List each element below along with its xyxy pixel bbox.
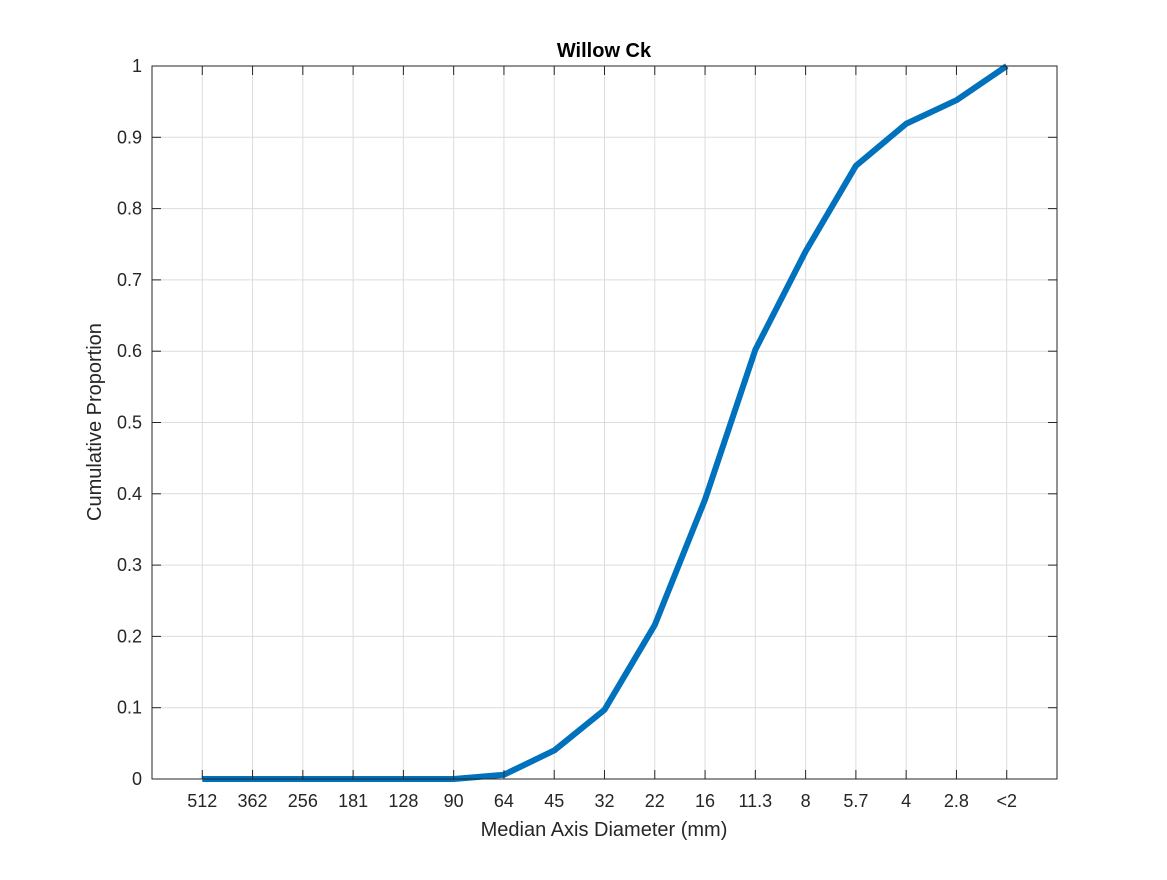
grid-layer (152, 65, 1057, 780)
y-tick-label: 0.4 (117, 484, 142, 504)
x-tick-label: 512 (187, 791, 217, 811)
x-tick-label: 256 (288, 791, 318, 811)
y-tick-label: 0.3 (117, 555, 142, 575)
x-tick-label: 362 (238, 791, 268, 811)
x-tick-label: <2 (996, 791, 1017, 811)
y-tick-label: 0.6 (117, 341, 142, 361)
y-axis-label: Cumulative Proportion (84, 323, 106, 521)
y-tick-label: 0.2 (117, 626, 142, 646)
x-tick-label: 11.3 (738, 791, 772, 811)
y-tick-label: 1 (132, 56, 142, 76)
x-tick-label: 16 (695, 791, 715, 811)
x-tick-label: 2.8 (944, 791, 969, 811)
y-tick-label: 0 (132, 769, 142, 789)
x-tick-label: 45 (544, 791, 564, 811)
y-tick-label: 0.9 (117, 127, 142, 147)
x-tick-label: 5.7 (843, 791, 868, 811)
y-tick-label: 0.5 (117, 413, 142, 433)
tick-layer (152, 65, 1057, 780)
y-tick-label: 0.1 (117, 698, 142, 718)
x-axis-label: Median Axis Diameter (mm) (481, 819, 728, 841)
x-tick-label: 128 (388, 791, 418, 811)
x-tick-labels: 512 362 256 181 128 90 64 45 32 22 16 11.3 8 5.7 4 2.8 <… (187, 791, 1017, 811)
x-tick-label: 181 (338, 791, 368, 811)
x-tick-label: 22 (645, 791, 665, 811)
x-tick-label: 64 (494, 791, 514, 811)
x-tick-label: 32 (594, 791, 614, 811)
y-tick-label: 0.7 (117, 270, 142, 290)
x-tick-label: 90 (444, 791, 464, 811)
y-tick-label: 0.8 (117, 199, 142, 219)
x-tick-label: 8 (801, 791, 811, 811)
y-tick-labels: 0 0.1 0.2 0.3 0.4 0.5 0.6 0.7 0.8 0.9 1 (117, 56, 142, 789)
chart-title: Willow Ck (557, 40, 652, 62)
x-tick-label: 4 (901, 791, 911, 811)
